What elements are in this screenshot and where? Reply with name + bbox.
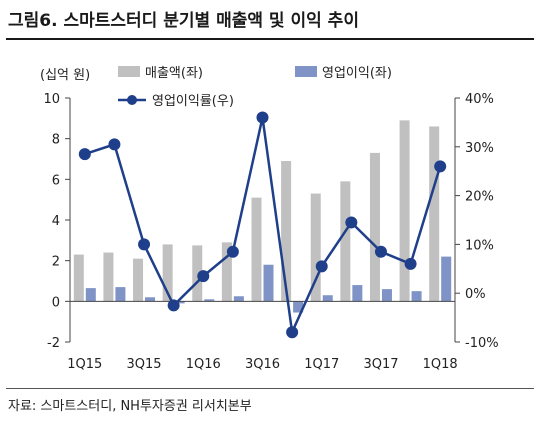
right-tick-label: 30% bbox=[465, 141, 494, 156]
op-profit-bar bbox=[263, 264, 274, 302]
op-margin-point bbox=[345, 216, 358, 229]
revenue-bar bbox=[221, 242, 232, 302]
revenue-bar bbox=[310, 193, 321, 302]
x-tick-label: 1Q15 bbox=[67, 357, 102, 372]
right-tick-label: 0% bbox=[465, 287, 486, 302]
left-tick-label: -2 bbox=[47, 336, 60, 351]
left-tick-label: 8 bbox=[52, 133, 60, 148]
x-tick-label: 1Q17 bbox=[304, 357, 339, 372]
legend-label-revenue: 매출액(좌) bbox=[145, 66, 203, 81]
op-margin-point bbox=[226, 245, 239, 258]
op-profit-bar bbox=[322, 295, 333, 302]
left-tick-label: 4 bbox=[52, 214, 60, 229]
revenue-bar bbox=[133, 258, 144, 302]
revenue-bar bbox=[162, 244, 173, 302]
op-profit-bar bbox=[411, 291, 422, 302]
figure-title: 그림6. 스마트스터디 분기별 매출액 및 이익 추이 bbox=[8, 11, 359, 31]
op-margin-point bbox=[78, 148, 91, 161]
op-profit-bar bbox=[85, 288, 96, 302]
op-profit-bar bbox=[441, 256, 452, 302]
x-tick-label: 3Q15 bbox=[127, 357, 162, 372]
left-tick-label: 0 bbox=[52, 295, 60, 310]
legend: 매출액(좌) 영업이익(좌) 영업이익률(우) bbox=[118, 66, 392, 109]
left-tick-label: 10 bbox=[43, 92, 60, 107]
revenue-bar bbox=[399, 120, 410, 302]
right-tick-label: -10% bbox=[465, 336, 499, 351]
bar-series bbox=[73, 120, 452, 313]
op-profit-bar bbox=[115, 287, 126, 302]
x-tick-label: 1Q18 bbox=[423, 357, 458, 372]
source-note: 자료: 스마트스터디, NH투자증권 리서치본부 bbox=[8, 399, 252, 414]
unit-label: (십억 원) bbox=[40, 68, 90, 83]
revenue-bar bbox=[281, 161, 292, 302]
legend-marker-op-margin bbox=[127, 95, 137, 105]
op-margin-point bbox=[256, 111, 269, 124]
right-axis: -10% 0% 10% 20% 30% 40% bbox=[455, 92, 499, 351]
op-profit-bar bbox=[293, 301, 304, 313]
op-margin-point bbox=[315, 260, 328, 273]
legend-label-op-margin: 영업이익률(우) bbox=[152, 94, 234, 109]
x-axis: 1Q15 3Q15 1Q16 3Q16 1Q17 3Q17 1Q18 bbox=[67, 357, 457, 372]
revenue-bar bbox=[251, 197, 262, 302]
left-tick-label: 2 bbox=[52, 255, 60, 270]
legend-label-op-profit: 영업이익(좌) bbox=[322, 66, 392, 81]
op-profit-bar bbox=[381, 289, 392, 302]
op-margin-point bbox=[197, 270, 210, 283]
op-margin-point bbox=[286, 326, 299, 339]
x-tick-label: 3Q16 bbox=[245, 357, 280, 372]
left-tick-label: 6 bbox=[52, 173, 60, 188]
op-margin-point bbox=[138, 238, 151, 251]
revenue-bar bbox=[429, 126, 440, 302]
revenue-bar bbox=[73, 254, 84, 302]
right-tick-label: 40% bbox=[465, 92, 494, 107]
source-rule bbox=[6, 388, 534, 389]
right-tick-label: 20% bbox=[465, 190, 494, 205]
op-margin-point bbox=[167, 299, 180, 312]
op-profit-bar bbox=[145, 297, 156, 302]
legend-swatch-op-profit bbox=[295, 66, 317, 77]
op-profit-bar bbox=[233, 296, 244, 302]
op-margin-point bbox=[404, 257, 417, 270]
op-margin-point bbox=[374, 245, 387, 258]
title-rule bbox=[6, 38, 534, 40]
revenue-bar bbox=[340, 181, 351, 302]
revenue-bar bbox=[192, 245, 203, 302]
right-tick-label: 10% bbox=[465, 238, 494, 253]
revenue-bar bbox=[369, 152, 380, 302]
legend-swatch-revenue bbox=[118, 66, 140, 77]
op-margin-point bbox=[434, 160, 447, 173]
left-axis: -2 0 2 4 6 8 10 bbox=[43, 92, 70, 351]
revenue-bar bbox=[103, 252, 114, 302]
op-margin-point bbox=[108, 138, 121, 151]
op-profit-bar bbox=[352, 285, 363, 302]
op-profit-bar bbox=[204, 299, 215, 302]
op-margin-points bbox=[78, 111, 447, 339]
x-tick-label: 3Q17 bbox=[363, 357, 398, 372]
chart: (십억 원) 매출액(좌) 영업이익(좌) 영업이익률(우) -2 0 2 4 6 8 10… bbox=[40, 66, 499, 372]
op-profit-bar bbox=[174, 301, 185, 304]
x-tick-label: 1Q16 bbox=[186, 357, 221, 372]
